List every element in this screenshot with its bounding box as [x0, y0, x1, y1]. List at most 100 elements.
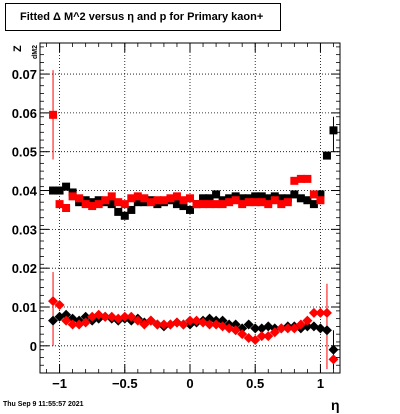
x-tick-label: 0.5 — [246, 376, 264, 391]
data-point-series-1 — [316, 196, 325, 205]
data-point-series-3 — [308, 307, 319, 318]
data-point-series-3 — [126, 311, 137, 322]
data-point-series-1 — [238, 200, 247, 209]
data-point-series-3 — [48, 296, 59, 307]
data-point-series-1 — [166, 194, 175, 203]
data-point-series-3 — [139, 319, 150, 330]
x-axis-label: η — [331, 397, 340, 413]
y-tick-label: 0.06 — [12, 106, 37, 121]
data-point-series-3 — [276, 323, 287, 334]
data-point-series-3 — [152, 319, 163, 330]
data-point-series-1 — [309, 190, 318, 199]
data-point-series-2 — [250, 323, 261, 334]
data-point-series-0 — [179, 202, 188, 211]
data-point-series-1 — [186, 194, 194, 203]
data-point-series-1 — [264, 200, 273, 209]
data-point-series-0 — [205, 194, 214, 203]
data-point-series-0 — [251, 192, 260, 201]
data-point-series-2 — [243, 319, 254, 330]
data-point-series-3 — [269, 327, 280, 338]
data-point-series-1 — [277, 200, 286, 209]
data-point-series-1 — [88, 202, 97, 211]
data-point-series-0 — [172, 200, 181, 209]
data-point-series-3 — [54, 300, 65, 311]
data-point-series-1 — [55, 200, 64, 209]
chart-title-box: Fitted Δ M^2 versus η and p for Primary … — [5, 3, 281, 31]
data-point-series-0 — [49, 186, 58, 195]
data-point-series-3 — [230, 325, 241, 336]
y-tick-label: 0.05 — [12, 145, 37, 160]
data-point-series-3 — [100, 311, 111, 322]
data-point-series-3 — [289, 323, 300, 334]
data-point-series-3 — [282, 323, 293, 334]
data-point-series-1 — [296, 174, 305, 183]
data-point-series-1 — [244, 198, 253, 207]
data-point-series-0 — [114, 207, 123, 216]
data-point-series-1 — [140, 194, 149, 203]
data-point-series-0 — [264, 194, 273, 203]
data-point-series-1 — [192, 200, 201, 209]
data-point-series-1 — [120, 200, 129, 209]
data-point-series-0 — [296, 194, 305, 203]
data-point-series-0 — [120, 211, 129, 220]
data-point-series-1 — [146, 198, 155, 207]
data-point-series-1 — [127, 194, 136, 203]
y-tick-label: 0.01 — [12, 300, 37, 315]
data-point-series-1 — [68, 192, 77, 201]
y-axis-label: Z — [12, 45, 24, 52]
data-point-series-1 — [251, 198, 260, 207]
data-point-series-3 — [256, 331, 267, 342]
data-point-series-1 — [75, 194, 84, 203]
data-point-series-3 — [145, 315, 156, 326]
data-point-series-2 — [321, 325, 332, 336]
data-point-series-1 — [179, 196, 188, 205]
y-tick-label: 0.03 — [12, 222, 37, 237]
data-point-series-1 — [101, 196, 110, 205]
data-point-series-0 — [316, 190, 325, 199]
data-point-series-0 — [199, 194, 208, 203]
data-point-series-1 — [205, 200, 214, 209]
data-point-series-1 — [212, 200, 221, 209]
data-point-series-3 — [178, 319, 189, 330]
timestamp-footer: Thu Sep 9 11:55:57 2021 — [3, 401, 84, 408]
data-point-series-1 — [159, 196, 168, 205]
data-point-series-1 — [49, 110, 58, 119]
data-point-series-3 — [119, 311, 130, 322]
data-point-series-1 — [62, 204, 71, 212]
data-point-series-0 — [55, 186, 64, 195]
data-markers — [48, 110, 339, 365]
data-point-series-3 — [295, 319, 306, 330]
data-point-series-1 — [225, 198, 234, 207]
data-point-series-0 — [329, 126, 338, 135]
data-point-series-1 — [283, 198, 292, 207]
data-point-series-1 — [114, 198, 123, 207]
data-point-series-1 — [133, 192, 142, 201]
data-point-series-3 — [250, 335, 261, 345]
data-point-series-0 — [133, 198, 142, 207]
data-point-series-0 — [309, 200, 318, 209]
data-point-series-1 — [81, 200, 90, 209]
data-point-series-3 — [67, 319, 78, 330]
data-point-series-2 — [48, 315, 59, 326]
y-tick-label: 0.02 — [12, 261, 37, 276]
data-point-series-1 — [231, 196, 240, 205]
data-point-series-3 — [328, 354, 339, 365]
data-point-series-0 — [257, 192, 266, 201]
data-point-series-3 — [204, 319, 215, 330]
data-point-series-3 — [132, 315, 143, 326]
chart-title: Fitted Δ M^2 versus η and p for Primary … — [20, 11, 264, 23]
axes: 0 0.01 0.02 0.03 0.04 0.05 0.06 0.07 −1 −0.5 0 0.5 1 — [12, 43, 340, 391]
data-point-series-3 — [80, 317, 91, 328]
data-point-series-1 — [303, 174, 312, 183]
data-point-series-1 — [257, 198, 266, 207]
y-tick-label: 0.04 — [12, 184, 38, 199]
data-point-series-1 — [107, 192, 116, 201]
x-tick-label: −1 — [52, 376, 67, 391]
data-point-series-3 — [61, 315, 72, 326]
data-point-series-0 — [127, 205, 136, 214]
data-point-series-0 — [322, 151, 331, 160]
data-point-series-3 — [263, 331, 274, 342]
data-point-series-3 — [158, 319, 169, 330]
data-point-series-0 — [290, 190, 299, 199]
data-point-series-0 — [107, 200, 116, 209]
